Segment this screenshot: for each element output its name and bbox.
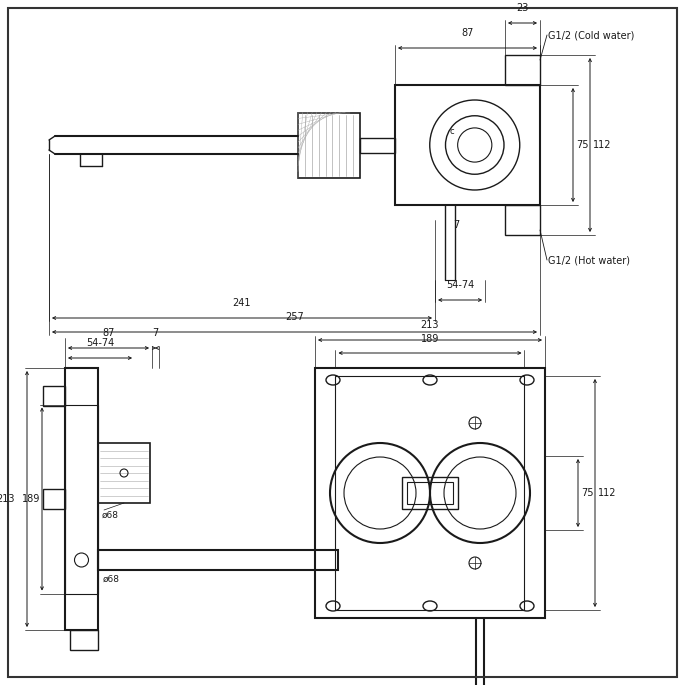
Bar [98,550,338,570]
Text: 112: 112 [598,488,616,498]
Bar [98,443,150,503]
Bar [43,386,65,406]
Bar [360,138,395,153]
Text: 257: 257 [285,312,304,322]
Bar [65,405,98,593]
Text: G1/2 (Hot water): G1/2 (Hot water) [548,255,630,265]
Text: 87: 87 [461,28,474,38]
Text: 112: 112 [593,140,612,150]
Bar [505,205,540,235]
Text: c: c [450,127,455,136]
Bar [402,477,458,509]
Text: G1/2 (Cold water): G1/2 (Cold water) [548,30,634,40]
Text: 241: 241 [233,298,251,308]
Bar [315,368,545,618]
Text: 189: 189 [421,334,439,344]
Text: 87: 87 [102,328,114,338]
Text: 54-74: 54-74 [86,338,114,348]
Text: 213: 213 [0,494,15,504]
Text: 54-74: 54-74 [446,280,474,290]
Bar [505,55,540,85]
Bar [336,376,525,610]
Bar [298,112,360,177]
Text: ø68: ø68 [102,511,119,520]
Text: ø68: ø68 [103,575,120,584]
Bar [395,85,540,205]
Text: 23: 23 [516,3,529,13]
Text: 189: 189 [22,494,40,504]
Text: 7: 7 [152,328,159,338]
Bar [70,630,98,650]
Bar [65,368,98,630]
Bar [43,489,65,509]
Text: 75: 75 [581,488,593,498]
Text: 7: 7 [453,220,460,230]
Text: 75: 75 [576,140,588,150]
Bar [407,482,453,504]
Text: 213: 213 [421,320,439,330]
